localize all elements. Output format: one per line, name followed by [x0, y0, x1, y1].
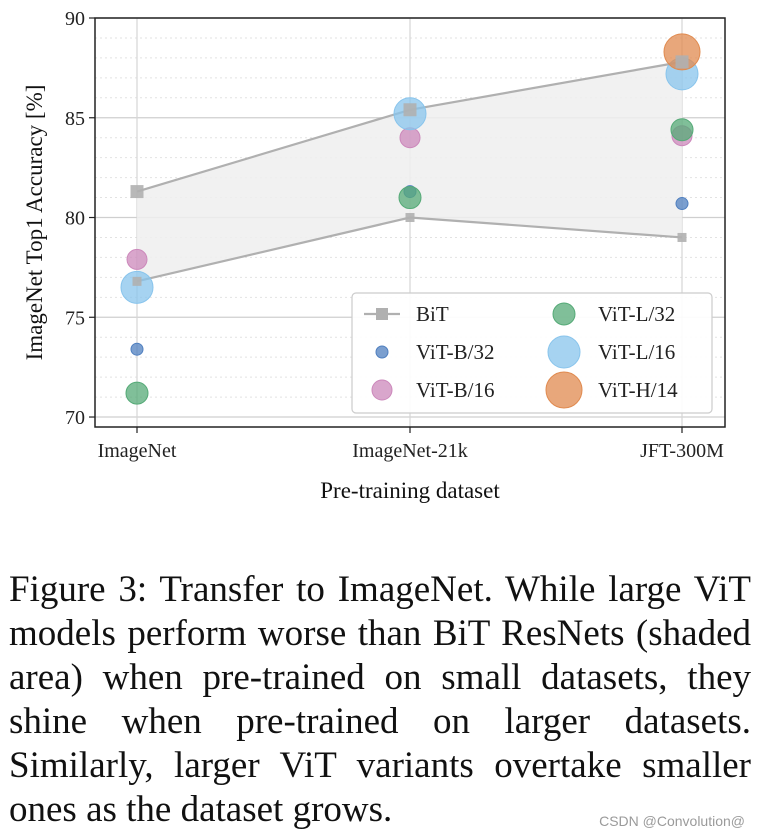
bit-marker [677, 232, 687, 242]
y-tick-label: 90 [65, 8, 85, 30]
legend-marker-vit-h-14 [545, 371, 583, 409]
chart: 70 75 80 85 90 ImageNet ImageNet-21k JFT-300M P… [22, 8, 726, 503]
axis-ticks: 70 75 80 85 90 ImageNet ImageNet-21k JFT-300M [65, 8, 724, 462]
point-vit-l-32 [398, 186, 422, 210]
y-tick-label: 80 [65, 208, 85, 230]
legend-marker-vit-l-16 [547, 335, 581, 369]
legend-marker-vit-l-32 [552, 302, 576, 326]
y-tick-label: 75 [65, 307, 85, 329]
legend-label: ViT-L/32 [598, 302, 675, 326]
x-tick-label: ImageNet-21k [352, 440, 468, 462]
bit-marker [403, 103, 417, 117]
x-tick-label: ImageNet [98, 440, 177, 462]
point-vit-l-32 [125, 381, 149, 405]
legend-label: ViT-B/16 [416, 378, 494, 402]
point-vit-b-16 [126, 248, 148, 270]
point-vit-b-16 [399, 127, 421, 149]
point-vit-b-32 [675, 197, 689, 211]
bit-marker [132, 276, 142, 286]
legend-label: ViT-H/14 [598, 378, 678, 402]
bit-marker [675, 55, 689, 69]
figure-caption: Figure 3: Transfer to ImageNet. While la… [9, 569, 751, 830]
y-tick-label: 85 [65, 108, 85, 130]
legend-box [351, 292, 713, 414]
point-vit-h-14 [663, 33, 701, 71]
legend-label: BiT [416, 302, 449, 326]
watermark: CSDN @Convolution@ [599, 813, 745, 829]
point-vit-l-32 [670, 118, 694, 142]
legend-label: ViT-L/16 [598, 340, 675, 364]
legend-marker-vit-b-16 [371, 379, 393, 401]
x-axis-label: Pre-training dataset [320, 478, 500, 503]
legend-label: ViT-B/32 [416, 340, 494, 364]
y-axis-label: ImageNet Top1 Accuracy [%] [22, 85, 47, 361]
data-points [120, 33, 701, 405]
legend-marker-vit-b-32 [375, 345, 389, 359]
legend: BiT ViT-B/32 ViT-B/16 ViT-L/32 ViT-L/16 ViT-H… [351, 292, 713, 414]
point-vit-b-32 [130, 342, 144, 356]
bit-marker [130, 185, 144, 199]
x-tick-label: JFT-300M [640, 440, 724, 462]
bit-marker [405, 213, 415, 223]
y-tick-label: 70 [65, 407, 85, 429]
legend-marker-bit-square [376, 308, 388, 320]
point-vit-l-16 [120, 270, 154, 304]
